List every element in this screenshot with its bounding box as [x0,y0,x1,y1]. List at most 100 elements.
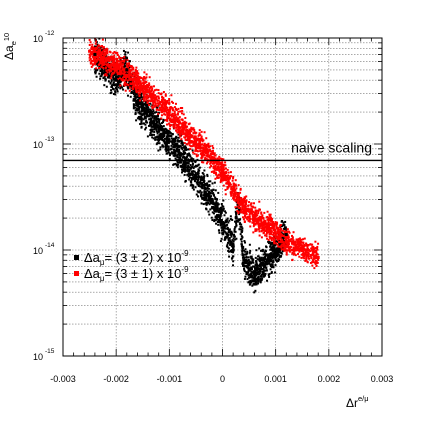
cloud-point-black [271,263,274,266]
cloud-point-black [235,237,238,240]
cloud-point-black [149,124,152,127]
cloud-point-black [168,158,171,161]
cloud-point-red [206,144,209,147]
cloud-point-black [140,121,143,124]
cloud-point-red [225,171,228,174]
cloud-point-red [190,128,193,131]
cloud-point-red [276,230,279,233]
cloud-point-black [177,163,180,166]
cloud-point-red [315,250,318,253]
cloud-point-black [240,225,243,228]
cloud-point-black [212,202,215,205]
cloud-point-black [101,69,104,72]
cloud-point-black [199,194,202,197]
cloud-point-black [150,125,153,128]
cloud-point-black [247,266,250,269]
cloud-point-black [228,255,231,258]
cloud-point-black [241,248,244,251]
cloud-point-red [254,219,257,222]
cloud-point-black [144,115,147,118]
cloud-point-red [314,263,317,266]
cloud-point-red [280,248,283,251]
cloud-point-black [115,75,118,78]
cloud-point-red [202,146,205,149]
cloud-point-red [138,84,141,87]
cloud-point-red [265,233,268,236]
cloud-point-red [209,145,212,148]
cloud-point-black [244,248,247,251]
cloud-point-black [146,121,149,124]
cloud-point-black [103,70,106,73]
cloud-point-black [176,142,179,145]
cloud-point-black [156,138,159,141]
cloud-point-black [242,249,245,252]
cloud-point-black [241,262,244,265]
cloud-point-red [122,67,125,70]
cloud-point-red [98,49,101,52]
cloud-point-red [203,142,206,145]
cloud-point-black [208,192,211,195]
cloud-point-black [258,263,261,266]
cloud-point-red [275,227,278,230]
cloud-point-red [125,77,128,80]
cloud-point-red [234,179,237,182]
cloud-point-red [165,106,168,109]
cloud-point-red [300,238,303,241]
cloud-point-red [114,62,117,65]
cloud-point-black [196,179,199,182]
cloud-point-red [106,71,109,74]
cloud-point-black [229,240,232,243]
cloud-point-black [251,279,254,282]
cloud-point-red [200,146,203,149]
cloud-point-black [262,253,265,256]
cloud-point-red [130,69,133,72]
cloud-point-red [104,54,107,57]
cloud-point-red [257,221,260,224]
cloud-point-black [229,215,232,218]
cloud-point-red [181,125,184,128]
cloud-point-red [300,246,303,249]
cloud-point-black [157,149,160,152]
cloud-point-red [273,234,276,237]
cloud-point-red [118,55,121,58]
cloud-point-red [144,77,147,80]
cloud-point-red [279,230,282,233]
cloud-point-red [128,64,131,67]
cloud-point-black [144,109,147,112]
cloud-point-black [216,207,219,210]
cloud-point-red [252,231,255,234]
cloud-point-red [287,238,290,241]
cloud-point-black [234,238,237,241]
cloud-point-red [207,151,210,154]
cloud-point-red [269,223,272,226]
cloud-point-black [197,168,200,171]
cloud-point-red [105,59,108,62]
cloud-point-black [181,163,184,166]
cloud-point-red [221,176,224,179]
cloud-point-red [178,116,181,119]
cloud-point-red [152,106,155,109]
cloud-point-black [249,268,252,271]
cloud-point-red [190,140,193,143]
cloud-point-red [310,257,313,260]
cloud-point-black [253,265,256,268]
cloud-point-black [244,275,247,278]
cloud-point-black [236,220,239,223]
cloud-point-black [123,63,126,66]
cloud-point-black [276,240,279,243]
cloud-point-red [300,244,303,247]
cloud-point-red [199,145,202,148]
cloud-point-red [202,161,205,164]
cloud-point-black [243,256,246,259]
cloud-point-black [117,76,120,79]
cloud-point-black [152,124,155,127]
cloud-point-red [177,127,180,130]
cloud-point-red [241,202,244,205]
cloud-point-red [236,193,239,196]
cloud-point-black [213,220,216,223]
cloud-point-black [171,133,174,136]
cloud-point-red [313,251,316,254]
cloud-point-red [171,107,174,110]
cloud-point-black [200,202,203,205]
cloud-point-black [269,243,272,246]
